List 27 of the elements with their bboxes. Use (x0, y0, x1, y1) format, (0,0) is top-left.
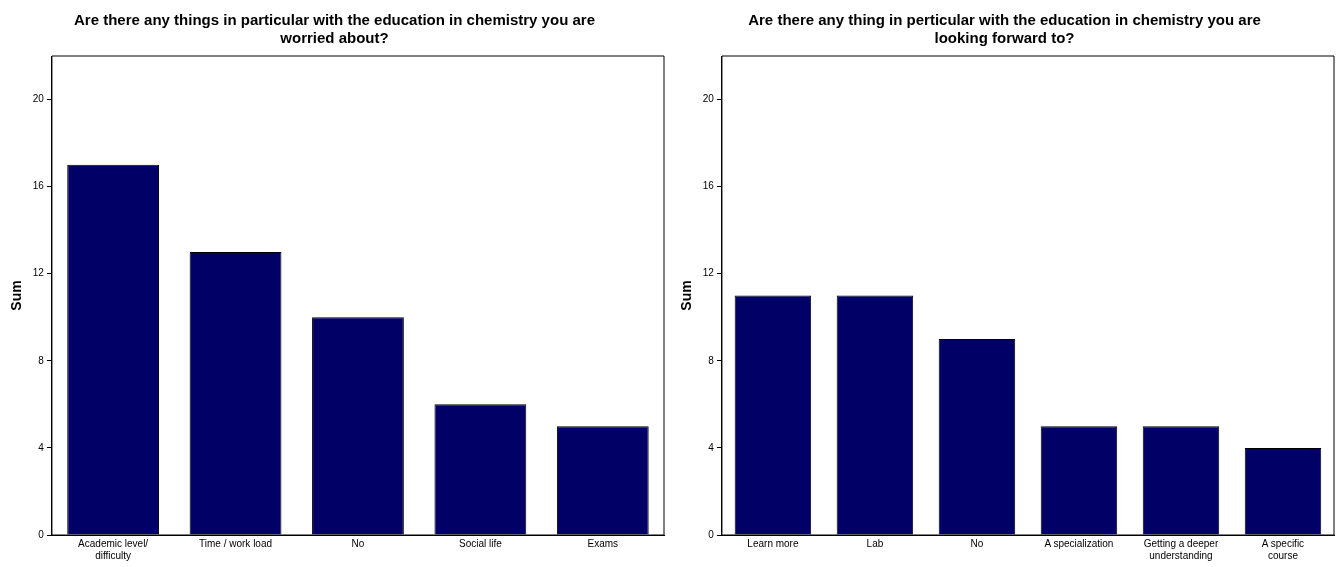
y-tick-label: 8 (38, 354, 45, 366)
x-tick-label: No (351, 537, 365, 549)
x-tick-label: A specific course (1261, 537, 1305, 561)
y-tick-label: 0 (38, 528, 45, 540)
x-tick-label: A specialization (1044, 537, 1114, 549)
x-tick-label: No (970, 537, 984, 549)
y-tick-label: 8 (708, 354, 715, 366)
y-tick-label: 20 (702, 93, 715, 105)
y-tick-label: 16 (702, 180, 715, 192)
x-tick-label: Learn more (747, 537, 799, 549)
y-tick-label: 4 (708, 441, 715, 453)
x-tick-label: Social life (458, 537, 503, 549)
x-tick-label: Getting a deeper understanding (1143, 537, 1219, 561)
y-tick-label: 4 (38, 441, 45, 453)
y-tick-label: 16 (32, 180, 45, 192)
y-axis-title: Sum (8, 280, 25, 311)
x-tick-label: Exams (587, 537, 619, 549)
y-tick-label: 0 (708, 528, 715, 540)
y-tick-label: 12 (32, 267, 45, 279)
chart-title: Are there any things in particular with the education in chemistry you are worried about? (74, 11, 595, 47)
chart-title: Are there any thing in perticular with the education in chemistry you are looking forward to? (748, 11, 1261, 47)
x-tick-label: Time / work load (199, 537, 273, 549)
x-tick-label: Lab (866, 537, 884, 549)
y-axis-title: Sum (678, 280, 695, 311)
x-tick-label: Academic level/ difficulty (78, 537, 149, 561)
y-tick-label: 20 (32, 93, 45, 105)
y-tick-label: 12 (702, 267, 715, 279)
